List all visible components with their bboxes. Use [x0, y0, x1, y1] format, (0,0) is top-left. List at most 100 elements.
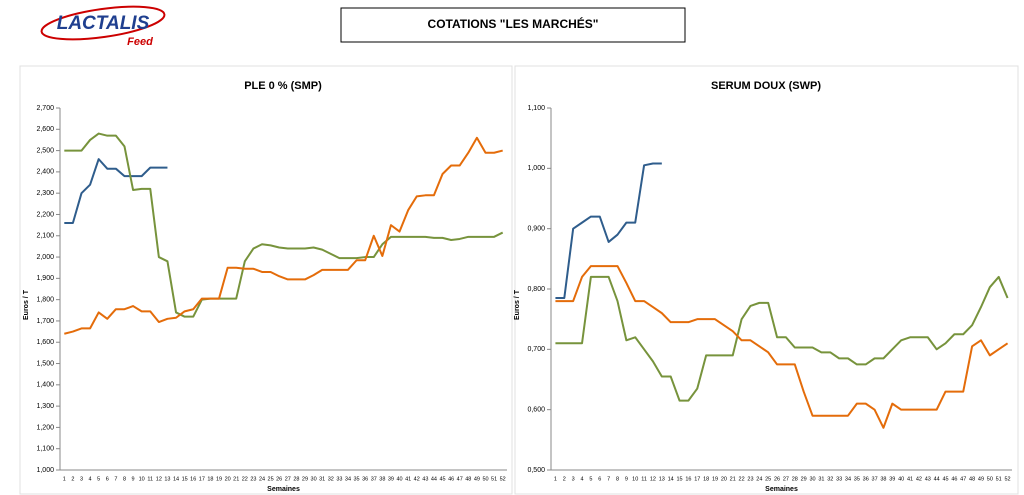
x-tick-label: 18	[703, 476, 709, 482]
x-tick-label: 10	[139, 476, 145, 482]
y-tick-label: 2,500	[36, 147, 54, 154]
y-tick-label: 2,000	[36, 254, 54, 261]
x-tick-label: 51	[491, 476, 497, 482]
x-tick-label: 26	[774, 476, 780, 482]
y-tick-label: 1,300	[36, 403, 54, 410]
x-tick-label: 38	[379, 476, 385, 482]
x-tick-label: 29	[801, 476, 807, 482]
x-tick-label: 34	[345, 476, 351, 482]
x-tick-label: 9	[625, 476, 628, 482]
x-tick-label: 31	[319, 476, 325, 482]
x-tick-label: 40	[396, 476, 402, 482]
logo-subtext: Feed	[127, 36, 153, 48]
series-line	[555, 265, 1009, 429]
x-tick-label: 19	[216, 476, 222, 482]
x-tick-label: 6	[106, 476, 109, 482]
x-tick-label: 36	[362, 476, 368, 482]
y-tick-label: 0,900	[527, 226, 545, 233]
x-tick-label: 30	[311, 476, 317, 482]
x-tick-label: 4	[580, 476, 583, 482]
y-tick-label: 0,500	[527, 467, 545, 474]
x-tick-label: 17	[694, 476, 700, 482]
x-tick-label: 21	[730, 476, 736, 482]
x-tick-label: 37	[872, 476, 878, 482]
x-tick-label: 45	[439, 476, 445, 482]
y-tick-label: 2,600	[36, 126, 54, 133]
x-tick-label: 13	[164, 476, 170, 482]
x-tick-label: 11	[641, 476, 647, 482]
x-axis-label: Semaines	[267, 486, 300, 493]
x-tick-label: 15	[676, 476, 682, 482]
y-tick-label: 0,700	[527, 346, 545, 353]
x-tick-label: 10	[632, 476, 638, 482]
x-tick-label: 51	[996, 476, 1002, 482]
x-tick-label: 43	[422, 476, 428, 482]
x-tick-label: 34	[845, 476, 851, 482]
y-tick-label: 1,700	[36, 318, 54, 325]
x-tick-label: 2	[563, 476, 566, 482]
x-tick-label: 14	[173, 476, 179, 482]
x-tick-label: 46	[951, 476, 957, 482]
y-tick-label: 1,000	[527, 165, 545, 172]
logo-text: LACTALIS	[57, 13, 150, 34]
x-tick-label: 26	[276, 476, 282, 482]
y-tick-label: 2,400	[36, 169, 54, 176]
x-tick-label: 23	[747, 476, 753, 482]
series-line	[64, 132, 504, 318]
x-tick-label: 36	[863, 476, 869, 482]
x-tick-label: 15	[182, 476, 188, 482]
x-tick-label: 25	[765, 476, 771, 482]
x-tick-label: 16	[685, 476, 691, 482]
x-tick-label: 1	[554, 476, 557, 482]
x-tick-label: 28	[293, 476, 299, 482]
x-tick-label: 50	[482, 476, 488, 482]
x-tick-label: 40	[898, 476, 904, 482]
x-tick-label: 27	[783, 476, 789, 482]
x-tick-label: 13	[659, 476, 665, 482]
x-tick-label: 9	[132, 476, 135, 482]
title-box	[340, 7, 686, 43]
x-tick-label: 14	[668, 476, 674, 482]
x-tick-label: 47	[457, 476, 463, 482]
x-tick-label: 52	[1005, 476, 1011, 482]
x-tick-label: 30	[809, 476, 815, 482]
x-tick-label: 27	[285, 476, 291, 482]
x-tick-label: 32	[827, 476, 833, 482]
x-tick-label: 31	[818, 476, 824, 482]
x-tick-label: 23	[250, 476, 256, 482]
x-tick-label: 52	[500, 476, 506, 482]
y-tick-label: 2,100	[36, 233, 54, 240]
x-tick-label: 43	[925, 476, 931, 482]
y-axis-label: Euros / T	[514, 289, 521, 320]
x-tick-label: 33	[836, 476, 842, 482]
x-tick-label: 20	[225, 476, 231, 482]
logo-swoosh	[40, 5, 166, 41]
x-tick-label: 2	[71, 476, 74, 482]
chart-title: PLE 0 % (SMP)	[244, 80, 322, 92]
x-tick-label: 49	[474, 476, 480, 482]
x-tick-label: 50	[987, 476, 993, 482]
x-tick-label: 39	[388, 476, 394, 482]
y-tick-label: 1,000	[36, 467, 54, 474]
y-tick-label: 2,200	[36, 211, 54, 218]
x-tick-label: 42	[916, 476, 922, 482]
x-tick-label: 7	[607, 476, 610, 482]
x-tick-label: 20	[721, 476, 727, 482]
x-tick-label: 19	[712, 476, 718, 482]
y-tick-label: 1,600	[36, 339, 54, 346]
x-tick-label: 21	[233, 476, 239, 482]
x-tick-label: 37	[371, 476, 377, 482]
logo: LACTALIS Feed	[40, 5, 166, 48]
y-tick-label: 1,100	[36, 446, 54, 453]
y-tick-label: 1,400	[36, 382, 54, 389]
x-tick-label: 24	[259, 476, 265, 482]
x-tick-label: 3	[572, 476, 575, 482]
chart-frame	[514, 65, 1019, 495]
x-tick-label: 7	[114, 476, 117, 482]
x-tick-label: 39	[889, 476, 895, 482]
x-tick-label: 11	[147, 476, 153, 482]
x-tick-label: 44	[431, 476, 437, 482]
x-tick-label: 18	[207, 476, 213, 482]
chart-frame	[19, 65, 513, 495]
